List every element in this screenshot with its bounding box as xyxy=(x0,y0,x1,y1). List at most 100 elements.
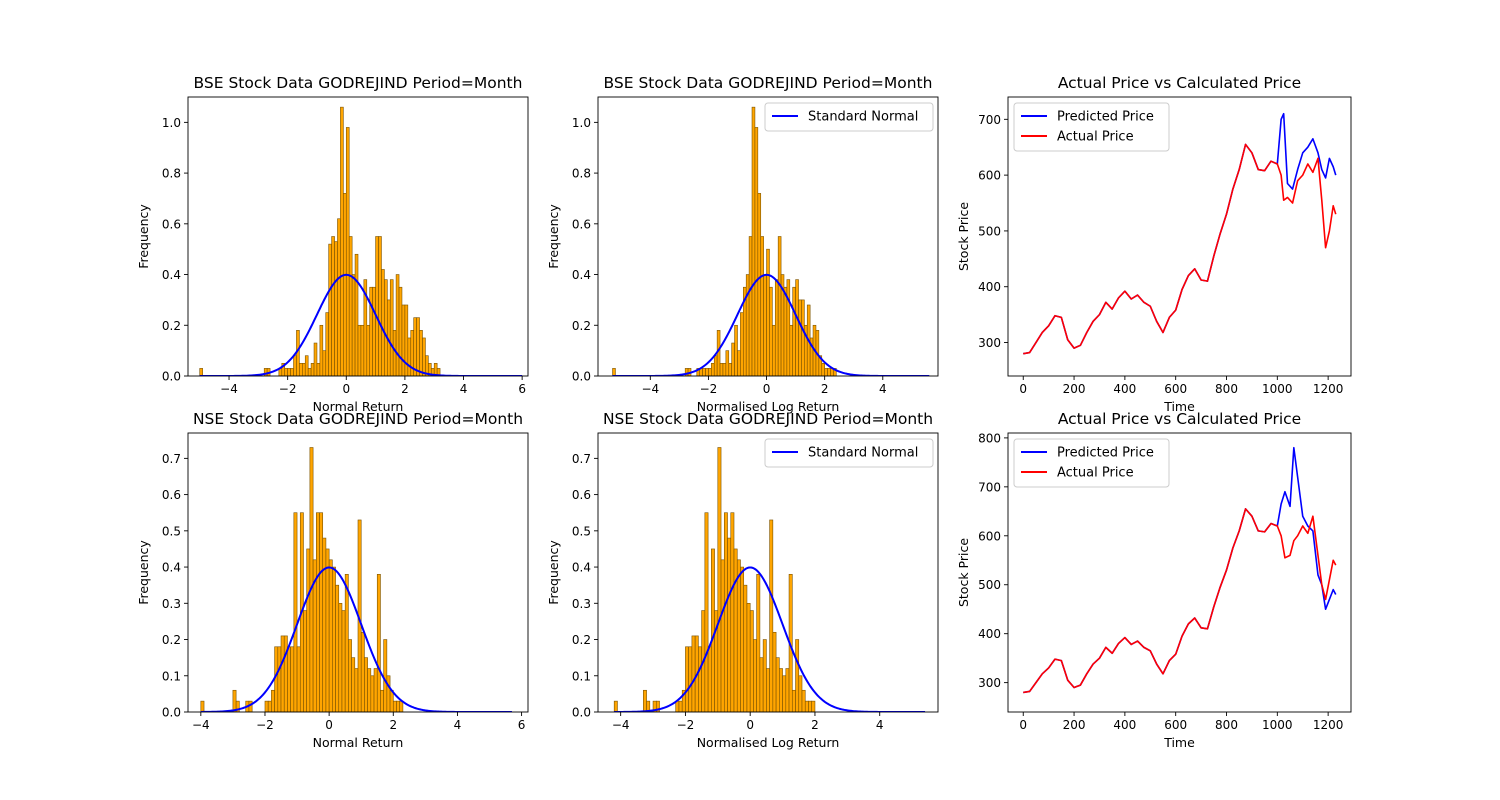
histogram-bar xyxy=(364,657,368,712)
histogram-bar xyxy=(372,286,376,376)
histogram-bar xyxy=(655,700,660,712)
histogram-bar xyxy=(369,286,373,376)
histogram-bar xyxy=(341,610,346,712)
chart-title: BSE Stock Data GODREJIND Period=Month xyxy=(194,74,523,92)
histogram-bar xyxy=(384,279,388,376)
y-tick-label: 600 xyxy=(978,529,1001,543)
plot-area xyxy=(200,447,512,712)
histogram-bar xyxy=(678,700,683,712)
x-tick-label: 800 xyxy=(1215,718,1238,732)
histogram-bar xyxy=(316,512,320,712)
histogram-bar xyxy=(200,700,205,712)
legend-box xyxy=(764,438,934,468)
x-tick-label: 0 xyxy=(1019,382,1027,396)
histogram-bar xyxy=(248,700,253,712)
histogram-bar xyxy=(754,127,759,376)
y-tick-label: 0.5 xyxy=(162,524,181,538)
subplot-4: −4 −2 0 2 4 6 0.0 0.1 0.2 0.3 0.4 0.5 0.6 0.7 NSE Stoc… xyxy=(136,410,529,750)
histogram-bar xyxy=(284,368,288,376)
y-tick-label: 0.7 xyxy=(572,452,591,466)
histogram-bar xyxy=(708,368,712,376)
histogram-bar xyxy=(309,447,314,712)
histogram-bar xyxy=(786,279,791,376)
x-tick-label: −2 xyxy=(256,718,274,732)
y-tick-label: 0.0 xyxy=(572,370,591,384)
histogram-bar xyxy=(351,274,356,376)
histogram-bar xyxy=(267,700,272,712)
y-axis-label: Frequency xyxy=(136,204,151,269)
histogram-bar xyxy=(199,368,203,376)
histogram-bar xyxy=(351,657,356,712)
y-tick-label: 1.0 xyxy=(572,116,591,130)
histogram-bar xyxy=(791,689,796,712)
y-tick-label: 0.3 xyxy=(162,597,181,611)
histogram-bar xyxy=(389,689,394,712)
x-tick-label: 2 xyxy=(389,718,397,732)
y-tick-label: 800 xyxy=(978,431,1001,445)
histogram-bar xyxy=(613,700,618,712)
histogram-bar xyxy=(798,299,802,376)
histogram-bar xyxy=(763,274,767,376)
histogram-bar xyxy=(774,279,779,376)
x-tick-label: −2 xyxy=(677,718,695,732)
histogram-bar xyxy=(811,700,816,712)
histogram-bar xyxy=(824,368,828,376)
x-axis-label: Normalised Log Return xyxy=(697,399,840,414)
histogram-bar xyxy=(392,700,397,712)
x-tick-label: 4 xyxy=(876,718,884,732)
y-tick-label: 0.0 xyxy=(162,706,181,720)
histogram-bar xyxy=(299,363,303,376)
histogram-bar xyxy=(293,512,298,712)
histogram-bar xyxy=(232,689,237,712)
histogram-bar xyxy=(646,700,651,712)
histogram-bar xyxy=(290,646,295,712)
y-tick-label: 300 xyxy=(978,336,1001,350)
histogram-bar xyxy=(381,269,385,376)
y-tick-label: 0.3 xyxy=(572,597,591,611)
histogram-bar xyxy=(389,279,394,376)
x-axis-label: Normalised Log Return xyxy=(697,735,840,750)
histogram-bar xyxy=(335,584,340,712)
legend-box xyxy=(1013,102,1170,152)
legend: Standard Normal xyxy=(764,102,934,132)
legend-label: Predicted Price xyxy=(1057,110,1154,125)
actual-price-line xyxy=(1023,143,1337,355)
histogram-bar xyxy=(795,279,799,376)
x-tick-label: 400 xyxy=(1113,718,1136,732)
histogram-bar xyxy=(731,342,735,376)
histogram-bar xyxy=(325,312,329,376)
x-tick-label: 1000 xyxy=(1262,382,1293,396)
histogram-bar xyxy=(711,363,715,376)
y-tick-label: 400 xyxy=(978,627,1001,641)
histogram-bar xyxy=(264,700,269,712)
y-tick-label: 1.0 xyxy=(162,116,181,130)
histogram-bar xyxy=(720,559,725,712)
histogram-bar xyxy=(235,700,240,712)
chart-title: BSE Stock Data GODREJIND Period=Month xyxy=(604,74,933,92)
histogram-bar xyxy=(280,635,285,712)
histogram-bar xyxy=(753,639,757,712)
legend: Standard Normal xyxy=(764,438,934,468)
histogram-bar xyxy=(407,337,412,376)
x-tick-label: 600 xyxy=(1164,382,1187,396)
plot-area xyxy=(612,106,930,376)
histogram-bar xyxy=(759,657,764,712)
histogram-bar xyxy=(422,337,426,376)
histogram-bar xyxy=(769,519,774,712)
x-axis-label: Normal Return xyxy=(313,735,404,750)
x-tick-label: −4 xyxy=(612,718,630,732)
x-tick-label: 0 xyxy=(763,382,771,396)
x-axis-label: Time xyxy=(1163,399,1195,414)
legend: Predicted Price Actual Price xyxy=(1013,102,1170,152)
y-tick-label: 0.5 xyxy=(572,524,591,538)
histogram-bar xyxy=(348,639,352,712)
axes-frame xyxy=(187,432,529,713)
histogram-bar xyxy=(725,350,730,376)
x-tick-label: 4 xyxy=(460,382,468,396)
histogram-bar xyxy=(340,106,344,376)
histogram-bar xyxy=(380,689,384,712)
x-tick-label: 2 xyxy=(811,718,819,732)
histogram-bar xyxy=(401,304,406,376)
actual-price-line xyxy=(1023,508,1337,694)
histogram-bar xyxy=(760,236,764,376)
